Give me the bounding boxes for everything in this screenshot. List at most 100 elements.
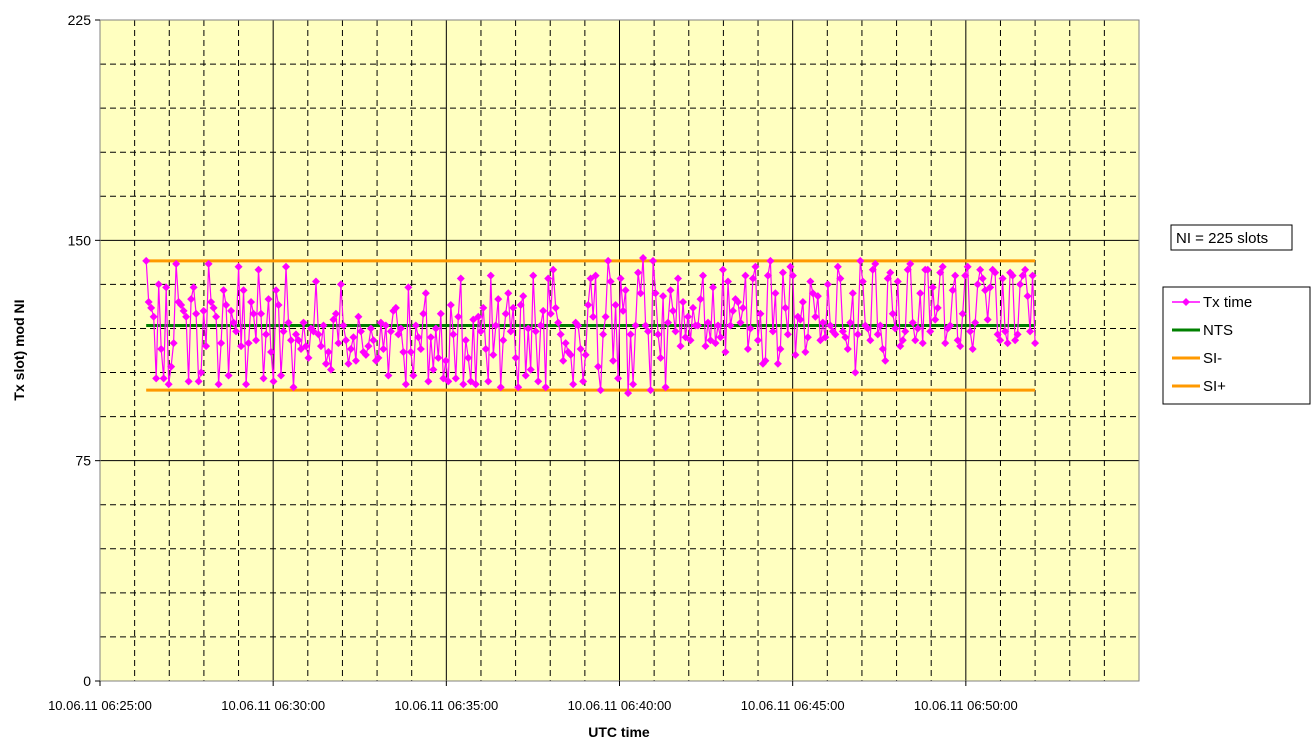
tx-time-point [721, 347, 730, 356]
x-tick-label: 10.06.11 06:30:00 [221, 698, 325, 713]
tx-time-point [436, 309, 445, 318]
tx-time-point [818, 318, 827, 327]
tx-time-point [926, 327, 935, 336]
tx-time-point [711, 339, 720, 348]
tx-time-point [843, 345, 852, 354]
tx-time-point [287, 336, 296, 345]
tx-time-point [531, 327, 540, 336]
tx-time-point [516, 300, 525, 309]
tx-time-point [379, 345, 388, 354]
tx-time-point [901, 327, 910, 336]
tx-time-point [978, 274, 987, 283]
tx-time-point [351, 356, 360, 365]
tx-time-point [579, 377, 588, 386]
tx-time-point [316, 342, 325, 351]
tx-time-point [299, 318, 308, 327]
tx-time-point [846, 318, 855, 327]
x-tick-label: 10.06.11 06:35:00 [394, 698, 498, 713]
tx-time-point [649, 256, 658, 265]
tx-time-point [733, 298, 742, 307]
tx-time-point [813, 292, 822, 301]
tx-time-point [526, 365, 535, 374]
tx-time-point [554, 318, 563, 327]
legend-label: SI+ [1203, 378, 1226, 395]
tx-time-point [983, 315, 992, 324]
tx-time-point [511, 353, 520, 362]
tx-time-point [938, 262, 947, 271]
tx-time-point [242, 380, 251, 389]
tx-time-point [833, 262, 842, 271]
tx-time-point [541, 383, 550, 392]
x-tick-label: 10.06.11 06:40:00 [568, 698, 672, 713]
tx-time-point [801, 347, 810, 356]
tx-time-point [848, 289, 857, 298]
tx-time-point [414, 333, 423, 342]
y-tick-label: 225 [68, 12, 92, 28]
tx-time-point [501, 309, 510, 318]
tx-time-point [152, 374, 161, 383]
tx-time-point [748, 274, 757, 283]
tx-time-point [888, 309, 897, 318]
tx-time-point [826, 321, 835, 330]
tx-time-point [606, 277, 615, 286]
tx-time-point [903, 265, 912, 274]
tx-time-point [736, 318, 745, 327]
tx-time-point [154, 280, 163, 289]
tx-time-point [928, 283, 937, 292]
tx-time-point [157, 345, 166, 354]
tx-time-point [366, 324, 375, 333]
tx-time-point [324, 347, 333, 356]
tx-time-point [411, 321, 420, 330]
tx-time-point [791, 350, 800, 359]
tx-time-point [569, 380, 578, 389]
tx-time-point [321, 359, 330, 368]
tx-time-point [821, 333, 830, 342]
tx-time-point [461, 336, 470, 345]
tx-time-point [401, 380, 410, 389]
tx-time-point [679, 298, 688, 307]
tx-time-point [933, 303, 942, 312]
tx-time-point [434, 353, 443, 362]
tx-time-point [244, 339, 253, 348]
tx-time-point [644, 327, 653, 336]
tx-time-point [556, 330, 565, 339]
tx-time-point [856, 256, 865, 265]
tx-time-point [391, 303, 400, 312]
tx-time-point [229, 318, 238, 327]
y-tick-label: 75 [75, 453, 91, 469]
tx-time-point [496, 383, 505, 392]
tx-time-point [923, 265, 932, 274]
tx-time-point [893, 277, 902, 286]
tx-time-point [1001, 327, 1010, 336]
tx-time-point [906, 259, 915, 268]
tx-time-point [601, 312, 610, 321]
tx-time-point [958, 309, 967, 318]
tx-time-point [976, 265, 985, 274]
tx-time-point [319, 321, 328, 330]
tx-time-point [489, 350, 498, 359]
tx-time-point [841, 333, 850, 342]
tx-time-point [301, 342, 310, 351]
tx-time-point [406, 347, 415, 356]
legend-label: Tx time [1203, 294, 1252, 311]
tx-time-point [456, 274, 465, 283]
tx-time-point [853, 330, 862, 339]
tx-time-point [811, 312, 820, 321]
tx-time-point [454, 312, 463, 321]
tx-time-point [1023, 292, 1032, 301]
tx-time-point [549, 265, 558, 274]
tx-time-point [282, 262, 291, 271]
tx-time-point [968, 345, 977, 354]
tx-time-point [374, 353, 383, 362]
tx-time-point [766, 256, 775, 265]
tx-time-point [269, 377, 278, 386]
tx-time-point [1003, 339, 1012, 348]
annotation-box: NI = 225 slots [1170, 224, 1293, 251]
tx-time-point [991, 268, 1000, 277]
tx-time-point [836, 274, 845, 283]
tx-time-point [559, 356, 568, 365]
tx-time-point [459, 380, 468, 389]
tx-time-point [666, 286, 675, 295]
tx-time-point [341, 336, 350, 345]
